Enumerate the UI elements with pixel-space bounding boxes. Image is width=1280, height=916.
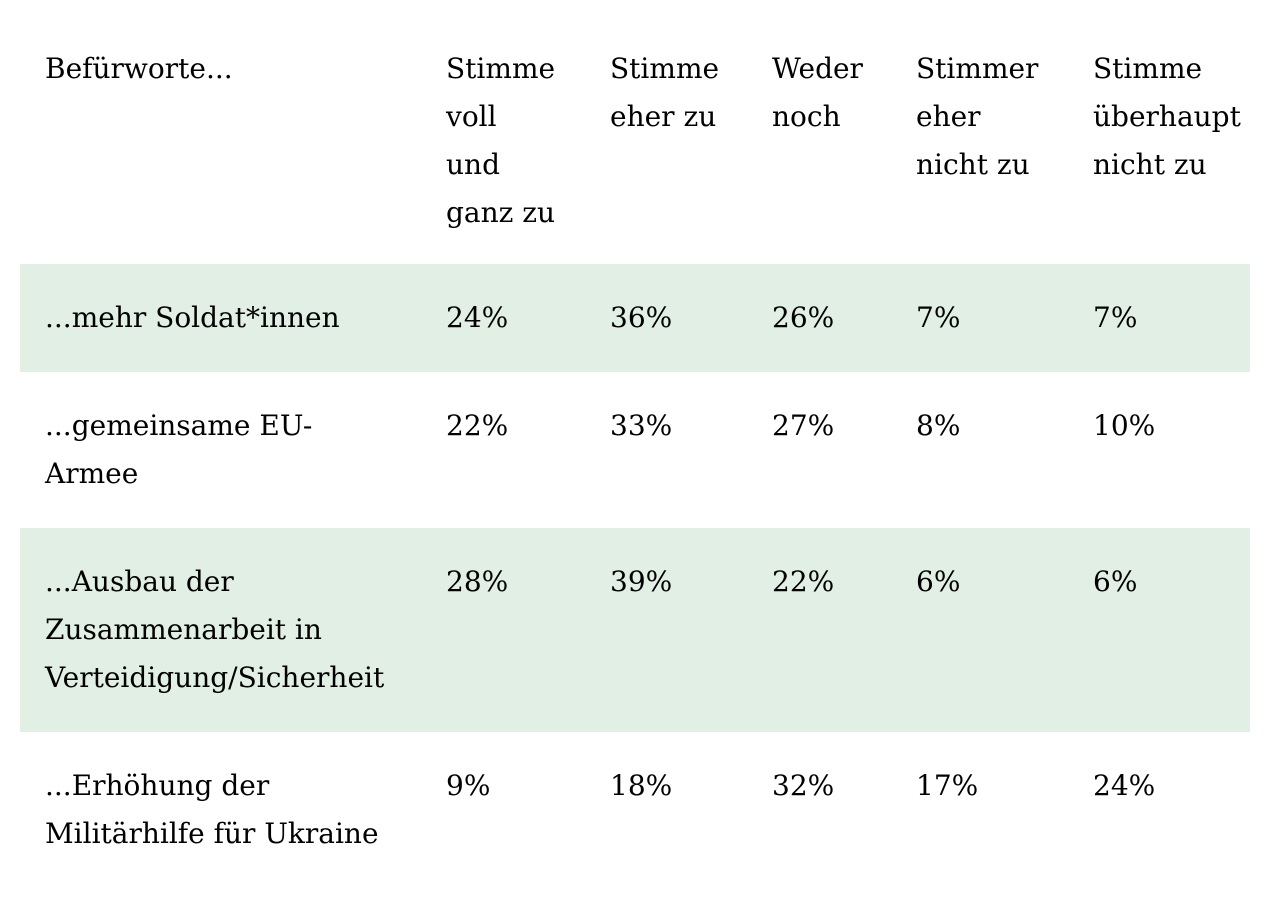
row-label: ...Erhöhung der Militärhilfe für Ukraine (45, 769, 379, 850)
header-stimme-voll-und-ganz-zu: Stimme voll und ganz zu (446, 52, 556, 229)
table-row: ...Ausbau der Zusammenarbeit in Verteidi… (20, 528, 1250, 732)
value-cell: 28% (446, 565, 509, 598)
value-cell: 27% (772, 409, 835, 442)
value-cell: 22% (772, 565, 835, 598)
header-stimme-ueberhaupt-nicht-zu: Stimme überhaupt nicht zu (1093, 52, 1241, 181)
header-weder-noch: Weder noch (772, 52, 863, 133)
value-cell: 9% (446, 769, 491, 802)
header-row: Befürworte... Stimme voll und ganz zu St… (20, 30, 1250, 264)
value-cell: 8% (916, 409, 961, 442)
value-cell: 33% (610, 409, 673, 442)
value-cell: 22% (446, 409, 509, 442)
value-cell: 36% (610, 301, 673, 334)
row-label: ...Ausbau der Zusammenarbeit in Verteidi… (45, 565, 385, 694)
value-cell: 32% (772, 769, 835, 802)
value-cell: 7% (916, 301, 961, 334)
header-stimme-eher-zu: Stimme eher zu (610, 52, 720, 133)
value-cell: 26% (772, 301, 835, 334)
table-body: ...mehr Soldat*innen 24% 36% 26% 7% 7% ...geme… (20, 264, 1250, 888)
header-row-label: Befürworte... (45, 52, 233, 85)
value-cell: 24% (1093, 769, 1156, 802)
value-cell: 24% (446, 301, 509, 334)
value-cell: 39% (610, 565, 673, 598)
value-cell: 18% (610, 769, 673, 802)
table-row: ...Erhöhung der Militärhilfe für Ukraine… (20, 732, 1250, 888)
value-cell: 10% (1093, 409, 1156, 442)
table-row: ...gemeinsame EU- Armee 22% 33% 27% 8% 10% (20, 372, 1250, 528)
value-cell: 17% (916, 769, 979, 802)
row-label: ...mehr Soldat*innen (45, 301, 340, 334)
value-cell: 6% (1093, 565, 1138, 598)
table-row: ...mehr Soldat*innen 24% 36% 26% 7% 7% (20, 264, 1250, 372)
value-cell: 6% (916, 565, 961, 598)
header-stimmer-eher-nicht-zu: Stimmer eher nicht zu (916, 52, 1039, 181)
value-cell: 7% (1093, 301, 1138, 334)
survey-table: Befürworte... Stimme voll und ganz zu St… (20, 30, 1250, 888)
row-label: ...gemeinsame EU- Armee (45, 409, 313, 490)
